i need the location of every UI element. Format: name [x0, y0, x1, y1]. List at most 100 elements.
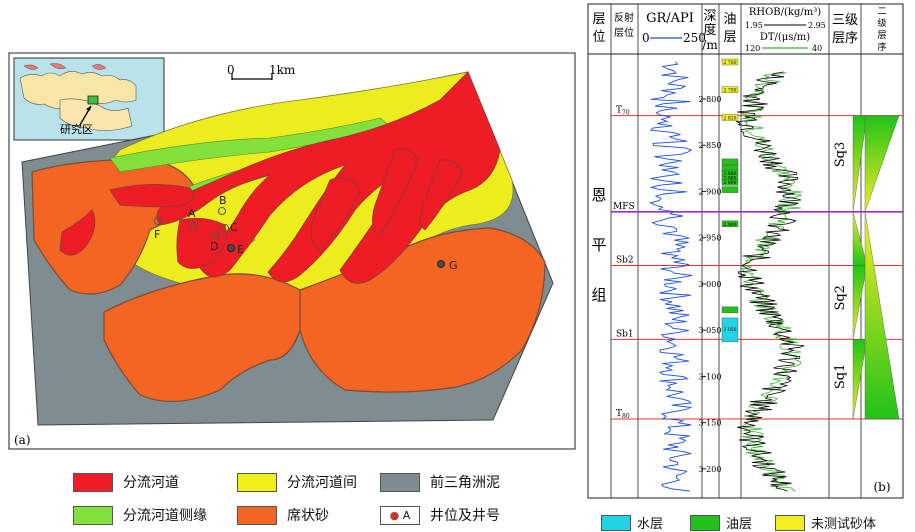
- depth-tick-label: 2 850: [699, 141, 722, 150]
- depth-tick-label: 2 900: [699, 187, 722, 196]
- rhob-curve: [735, 71, 805, 492]
- oil-layer-label: 3 050: [724, 327, 737, 333]
- oil-layer-box: [721, 179, 739, 186]
- header-dt-max: 40: [812, 44, 822, 53]
- oil-layer-label: 2 900: [724, 222, 737, 228]
- legend-swatch: [73, 472, 113, 492]
- header-seq3-2: 层序: [832, 31, 858, 46]
- sq3-triangle: [852, 115, 868, 212]
- formation-char: 组: [591, 286, 606, 304]
- legend-swatch: [237, 472, 277, 492]
- legend-distributary-channel: 分流河道: [73, 472, 179, 492]
- reflect-label-t70: T70: [616, 106, 630, 117]
- reflect-label-sb1: Sb1: [616, 329, 634, 339]
- oil-layer-label: 2 885: [724, 176, 737, 182]
- legend-oil-layer: 油层: [690, 513, 752, 532]
- well-dot-icon: ●: [389, 508, 400, 522]
- log-panel-label: (b): [873, 480, 890, 494]
- legend-prodelta-mud: 前三角洲泥: [380, 472, 500, 492]
- sq2-triangle: [852, 265, 868, 340]
- header-strata-1: 层: [592, 12, 605, 27]
- formation-char: 平: [591, 236, 606, 254]
- sq1-triangle: [852, 339, 868, 419]
- oil-layer-box: [721, 58, 739, 66]
- oil-layer-label: 2 890: [724, 180, 737, 186]
- inset-label: 研究区: [60, 122, 93, 136]
- depth-tick-label: 3 150: [699, 419, 722, 428]
- oil-layer-label: 2 880: [724, 171, 737, 177]
- header-oil-2: 层: [723, 30, 736, 45]
- depth-tick-label: 3 200: [699, 465, 722, 474]
- oil-layer-box: [721, 186, 739, 193]
- sequence-label-sq3: Sq3: [833, 142, 848, 168]
- oil-layer-box: [721, 158, 739, 166]
- well-D: D: [210, 231, 220, 253]
- inset-location-map: 研究区: [13, 57, 165, 141]
- depth-tick-label: 3 050: [699, 326, 722, 335]
- legend-well: ● A 井位及井号: [380, 505, 500, 525]
- header-dt-min: 120: [745, 44, 760, 53]
- header-seq2-char: 二: [877, 7, 886, 17]
- map-panel-label: (a): [14, 433, 31, 447]
- header-dt: DT/(μs/m): [760, 32, 810, 43]
- sequence-label-sq1: Sq1: [833, 364, 848, 390]
- svg-text:E: E: [237, 243, 244, 256]
- oil-layer-box: [721, 86, 739, 93]
- svg-text:A: A: [188, 207, 196, 220]
- legend-swatch: [237, 505, 277, 525]
- reflect-label-t80: T80: [616, 409, 630, 420]
- oil-layer-label: 2 790: [724, 88, 737, 94]
- svg-text:G: G: [449, 259, 458, 272]
- oil-layer-box: [721, 114, 739, 121]
- svg-text:B: B: [219, 194, 227, 207]
- oil-layer-box: [721, 317, 739, 343]
- oil-layer-box: [721, 220, 739, 228]
- header-seq3-1: 三级: [832, 13, 858, 28]
- legend-well-swatch: ● A: [380, 505, 420, 525]
- scale-bar: 0 1km: [227, 63, 296, 80]
- depth-tick-label: 3 000: [699, 280, 722, 289]
- header-strata-2: 位: [592, 30, 605, 45]
- legend-swatch: [73, 505, 113, 525]
- facies-map: 研究区 0 1km A B C D: [8, 52, 576, 450]
- svg-text:C: C: [230, 221, 238, 234]
- svg-text:D: D: [210, 240, 218, 253]
- svg-text:0: 0: [227, 63, 235, 77]
- legend-interdistributary: 分流河道间: [237, 472, 357, 492]
- formation-char: 恩: [591, 186, 606, 204]
- legend-untested-sand: 未测试砂体: [775, 513, 876, 532]
- well-A: A: [188, 207, 197, 230]
- header-oil-1: 油: [723, 12, 736, 27]
- header-seq2-char: 层: [877, 30, 886, 41]
- sequence-label-sq2: Sq2: [833, 285, 848, 311]
- well-E: E: [227, 243, 244, 256]
- header-gr: GR/API: [646, 11, 694, 26]
- header-seq2-char: 序: [877, 41, 886, 53]
- seq2-upper-triangle: [864, 115, 900, 212]
- well-markers: A B C D E F G: [154, 194, 458, 272]
- header-seq2-char: 级: [877, 17, 886, 29]
- distributary-channels: [59, 71, 501, 284]
- reflect-label-mfs: MFS: [613, 202, 635, 212]
- header-rhob-max: 2.95: [808, 21, 826, 30]
- header-depth-3: /m: [702, 38, 718, 52]
- reflect-label-sb2: Sb2: [616, 255, 634, 265]
- legend-water-layer: 水层: [601, 513, 663, 532]
- oil-layer-label: 2 820: [724, 115, 737, 121]
- well-F: F: [154, 217, 162, 241]
- header-rhob: RHOB/(kg/m³): [749, 7, 821, 18]
- gr-curve: [649, 61, 693, 492]
- legend-sheet-sand: 席状砂: [237, 505, 329, 525]
- header-depth-2: 度: [703, 22, 716, 38]
- oil-layer-box: [721, 306, 739, 314]
- well-G: G: [437, 259, 458, 272]
- legend-channel-fringe: 分流河道侧缘: [73, 505, 207, 525]
- svg-text:1km: 1km: [269, 63, 296, 77]
- well-C: C: [221, 221, 238, 234]
- header-reflect-2: 层位: [614, 26, 634, 39]
- depth-tick-label: 2 950: [699, 234, 722, 243]
- seq2-lower-triangle: [864, 211, 900, 420]
- header-gr-min: 0: [642, 31, 650, 45]
- well-B: B: [218, 194, 227, 215]
